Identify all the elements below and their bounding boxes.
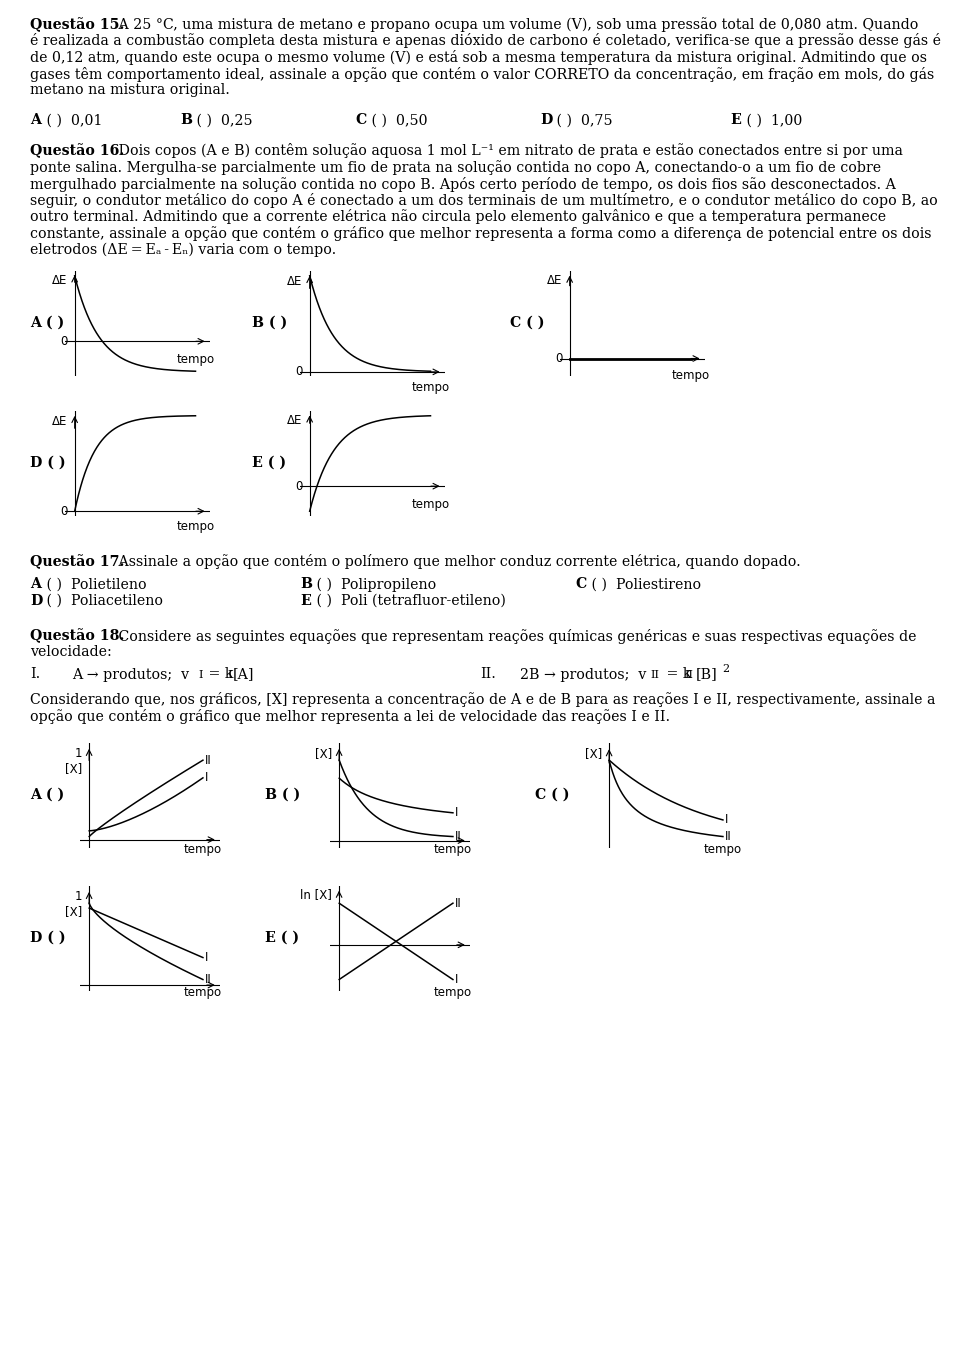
Text: I: I xyxy=(198,670,203,681)
Text: tempo: tempo xyxy=(184,843,222,856)
Text: metano na mistura original.: metano na mistura original. xyxy=(30,83,229,96)
Text: = k: = k xyxy=(662,667,691,681)
Text: D ( ): D ( ) xyxy=(30,931,65,945)
Text: C ( ): C ( ) xyxy=(535,788,569,802)
Text: [A]: [A] xyxy=(233,667,254,681)
Text: 1
[X]: 1 [X] xyxy=(65,890,83,917)
Text: D: D xyxy=(540,114,552,128)
Text: B ( ): B ( ) xyxy=(252,317,287,330)
Text: ( )  Poliestireno: ( ) Poliestireno xyxy=(587,578,701,591)
Text: [B]: [B] xyxy=(696,667,718,681)
Text: velocidade:: velocidade: xyxy=(30,646,112,659)
Text: ( )  0,01: ( ) 0,01 xyxy=(42,114,103,128)
Text: ponte salina. Mergulha-se parcialmente um fio de prata na solução contida no cop: ponte salina. Mergulha-se parcialmente u… xyxy=(30,160,881,175)
Text: E ( ): E ( ) xyxy=(252,457,286,470)
Text: 0: 0 xyxy=(295,480,302,493)
Text: ΔE: ΔE xyxy=(52,273,67,287)
Text: D ( ): D ( ) xyxy=(30,457,65,470)
Text: ln [X]: ln [X] xyxy=(300,889,332,901)
Text: [X]: [X] xyxy=(315,747,332,760)
Text: Considerando que, nos gráficos, [X] representa a concentração de A e de B para a: Considerando que, nos gráficos, [X] repr… xyxy=(30,692,935,707)
Text: ΔE: ΔE xyxy=(547,275,563,288)
Text: ( )  Polietileno: ( ) Polietileno xyxy=(42,578,147,591)
Text: tempo: tempo xyxy=(177,353,215,366)
Text: Considere as seguintes equações que representam reações químicas genéricas e sua: Considere as seguintes equações que repr… xyxy=(114,628,917,644)
Text: mergulhado parcialmente na solução contida no copo B. Após certo período de temp: mergulhado parcialmente na solução conti… xyxy=(30,177,896,192)
Text: 2B → produtos;  v: 2B → produtos; v xyxy=(520,667,646,681)
Text: 2: 2 xyxy=(722,663,730,674)
Text: A 25 °C, uma mistura de metano e propano ocupa um volume (V), sob uma pressão to: A 25 °C, uma mistura de metano e propano… xyxy=(114,18,919,31)
Text: de 0,12 atm, quando este ocupa o mesmo volume (V) e está sob a mesma temperatura: de 0,12 atm, quando este ocupa o mesmo v… xyxy=(30,50,927,65)
Text: Assinale a opção que contém o polímero que melhor conduz corrente elétrica, quan: Assinale a opção que contém o polímero q… xyxy=(114,554,801,569)
Text: ( )  0,25: ( ) 0,25 xyxy=(192,114,252,128)
Text: A: A xyxy=(30,114,41,128)
Text: Dois copos (A e B) contêm solução aquosa 1 mol L⁻¹ em nitrato de prata e estão c: Dois copos (A e B) contêm solução aquosa… xyxy=(114,144,902,159)
Text: gases têm comportamento ideal, assinale a opção que contém o valor CORRETO da co: gases têm comportamento ideal, assinale … xyxy=(30,67,934,82)
Text: E ( ): E ( ) xyxy=(265,931,300,945)
Text: II: II xyxy=(725,830,732,843)
Text: opção que contém o gráfico que melhor representa a lei de velocidade das reações: opção que contém o gráfico que melhor re… xyxy=(30,708,670,723)
Text: E: E xyxy=(730,114,741,128)
Text: I: I xyxy=(227,670,231,681)
Text: tempo: tempo xyxy=(671,368,709,382)
Text: ( )  Poli (tetrafluor-etileno): ( ) Poli (tetrafluor-etileno) xyxy=(312,594,506,607)
Text: C: C xyxy=(355,114,367,128)
Text: E: E xyxy=(300,594,311,607)
Text: D: D xyxy=(30,594,42,607)
Text: 0: 0 xyxy=(295,366,302,378)
Text: Questão 16.: Questão 16. xyxy=(30,144,124,158)
Text: Questão 17.: Questão 17. xyxy=(30,554,125,569)
Text: A ( ): A ( ) xyxy=(30,317,64,330)
Text: I: I xyxy=(455,973,459,987)
Text: 0: 0 xyxy=(555,352,563,366)
Text: 0: 0 xyxy=(60,504,67,518)
Text: I: I xyxy=(455,806,459,819)
Text: B ( ): B ( ) xyxy=(265,788,300,802)
Text: tempo: tempo xyxy=(412,497,449,511)
Text: 1
[X]: 1 [X] xyxy=(65,747,83,775)
Text: A ( ): A ( ) xyxy=(30,788,64,802)
Text: seguir, o condutor metálico do copo A é conectado a um dos terminais de um multí: seguir, o condutor metálico do copo A é … xyxy=(30,193,938,208)
Text: tempo: tempo xyxy=(177,520,215,533)
Text: II: II xyxy=(205,754,212,766)
Text: ( )  1,00: ( ) 1,00 xyxy=(742,114,803,128)
Text: ( )  0,50: ( ) 0,50 xyxy=(367,114,427,128)
Text: ( )  Polipropileno: ( ) Polipropileno xyxy=(312,578,436,593)
Text: II: II xyxy=(455,897,462,909)
Text: A: A xyxy=(30,578,41,591)
Text: tempo: tempo xyxy=(184,985,222,999)
Text: I: I xyxy=(205,772,208,784)
Text: tempo: tempo xyxy=(434,985,472,999)
Text: B: B xyxy=(300,578,312,591)
Text: ΔE: ΔE xyxy=(52,414,67,428)
Text: I.: I. xyxy=(30,667,40,681)
Text: II: II xyxy=(684,670,693,681)
Text: B: B xyxy=(180,114,192,128)
Text: II: II xyxy=(205,973,212,987)
Text: ( )  0,75: ( ) 0,75 xyxy=(552,114,612,128)
Text: II: II xyxy=(455,830,462,843)
Text: [X]: [X] xyxy=(585,747,602,760)
Text: ΔE: ΔE xyxy=(287,414,302,427)
Text: Questão 15.: Questão 15. xyxy=(30,18,125,31)
Text: C ( ): C ( ) xyxy=(510,317,544,330)
Text: II: II xyxy=(650,670,659,681)
Text: A → produtos;  v: A → produtos; v xyxy=(72,667,189,681)
Text: eletrodos (ΔE = Eₐ - Eₙ) varia com o tempo.: eletrodos (ΔE = Eₐ - Eₙ) varia com o tem… xyxy=(30,242,336,257)
Text: tempo: tempo xyxy=(704,843,742,856)
Text: é realizada a combustão completa desta mistura e apenas dióxido de carbono é col: é realizada a combustão completa desta m… xyxy=(30,34,941,49)
Text: I: I xyxy=(725,814,729,826)
Text: constante, assinale a opção que contém o gráfico que melhor representa a forma c: constante, assinale a opção que contém o… xyxy=(30,226,931,241)
Text: tempo: tempo xyxy=(412,381,449,394)
Text: 0: 0 xyxy=(60,334,67,348)
Text: C: C xyxy=(575,578,587,591)
Text: = k: = k xyxy=(204,667,233,681)
Text: I: I xyxy=(205,951,208,964)
Text: tempo: tempo xyxy=(434,843,472,856)
Text: outro terminal. Admitindo que a corrente elétrica não circula pelo elemento galv: outro terminal. Admitindo que a corrente… xyxy=(30,209,886,224)
Text: Questão 18.: Questão 18. xyxy=(30,628,125,643)
Text: II.: II. xyxy=(480,667,496,681)
Text: ΔE: ΔE xyxy=(287,275,302,288)
Text: ( )  Poliacetileno: ( ) Poliacetileno xyxy=(42,594,163,607)
